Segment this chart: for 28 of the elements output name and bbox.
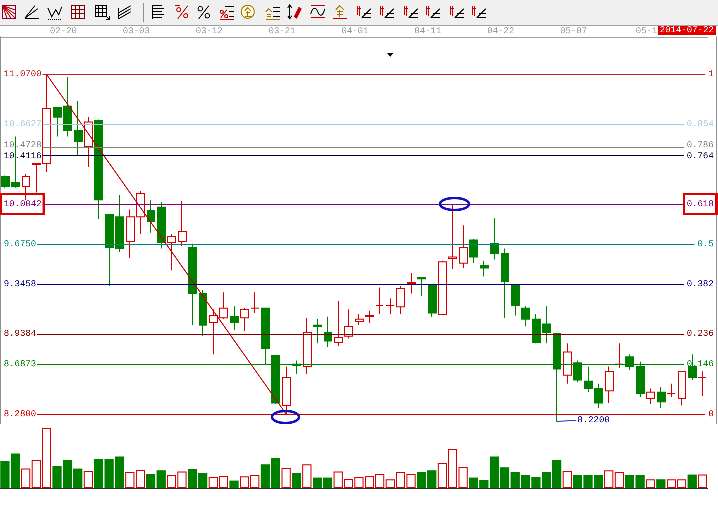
y2-tick-label: 0.786: [686, 140, 714, 151]
y2-tick-label: 0.5: [698, 239, 714, 250]
x-tick-label: 05-07: [560, 26, 588, 36]
y2-tick-label: 0: [708, 409, 714, 420]
y-tick-label: 9.3458: [4, 280, 36, 290]
x-tick-label: 02-20: [50, 26, 78, 36]
y-tick-label: 8.9384: [4, 329, 36, 340]
y-tick-label: 9.6750: [4, 239, 36, 250]
x-tick-label: 03-03: [123, 26, 150, 36]
y-tick-label: 8.6873: [4, 360, 36, 370]
x-tick-label: 05-1: [636, 26, 658, 36]
annotation: 8.2200: [578, 416, 610, 426]
y-tick-label: 8.2800: [4, 409, 36, 420]
y-tick-label: 10.6627: [4, 119, 42, 130]
text: 2014-07-22: [660, 26, 714, 36]
y-tick-label: 11.0700: [4, 70, 42, 80]
y2-tick-label: 0.854: [686, 119, 714, 130]
x-tick-label: 04-22: [487, 26, 514, 36]
y2-tick-label: 1: [708, 70, 714, 80]
x-tick-label: 04-11: [414, 26, 442, 36]
y-tick-label: 10.0042: [4, 199, 42, 210]
y2-tick-label: 0.236: [686, 329, 714, 340]
x-tick-label: 03-12: [196, 26, 223, 36]
y2-tick-label: 0.618: [686, 199, 714, 210]
x-tick-label: 04-01: [342, 26, 369, 36]
y2-tick-label: 0.764: [686, 152, 714, 162]
x-tick-label: 03-21: [268, 26, 296, 36]
y2-tick-label: 0.382: [686, 280, 714, 290]
